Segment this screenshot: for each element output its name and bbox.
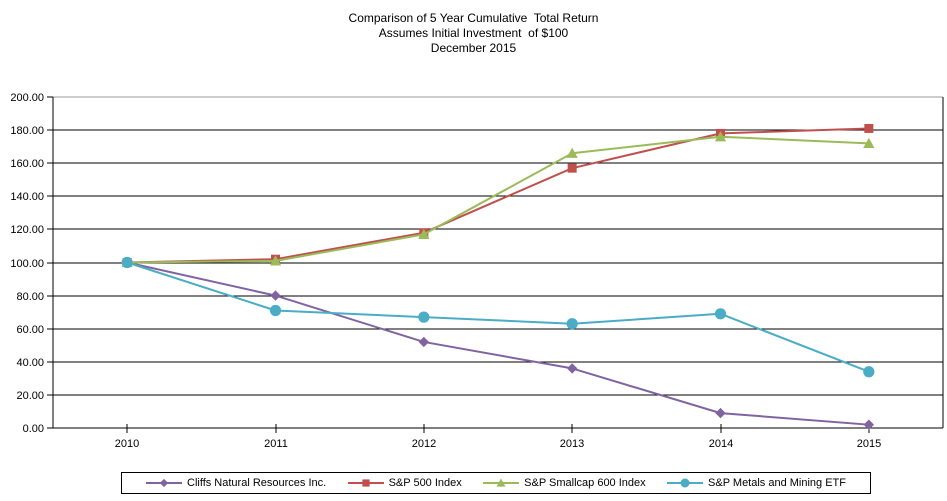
square-marker-icon [347, 479, 384, 487]
circle-data-point-marker [418, 311, 430, 323]
diamond-data-point-marker [159, 478, 169, 488]
legend-label: Cliffs Natural Resources Inc. [187, 477, 327, 489]
chart-legend: Cliffs Natural Resources Inc. S&P 500 Ind… [121, 472, 871, 494]
series-line [126, 261, 870, 373]
series-triangle [121, 131, 875, 268]
axes [47, 96, 944, 433]
series-line [126, 261, 869, 426]
series-square [122, 123, 874, 267]
y-tick-label: 40.00 [16, 357, 44, 369]
y-tick-label: 0.00 [23, 423, 44, 435]
diamond-data-point-marker [566, 363, 578, 374]
legend-label: S&P Metals and Mining ETF [708, 477, 846, 489]
series-line [127, 127, 869, 264]
triangle-data-point-marker [496, 478, 506, 487]
x-tick-label: 2011 [264, 438, 288, 450]
axis-labels: 0.00 20.00 40.00 60.00 80.00 100.00 120.00 140.… [10, 92, 881, 450]
y-tick-label: 100.00 [10, 258, 44, 270]
legend-label: S&P 500 Index [388, 477, 462, 489]
diamond-data-point-marker [863, 419, 875, 430]
legend-item: S&P 500 Index [347, 477, 462, 489]
series [121, 123, 875, 430]
series-diamond [121, 257, 875, 430]
gridlines [53, 96, 943, 429]
triangle-data-point-marker [566, 147, 578, 158]
y-tick-label: 180.00 [10, 125, 44, 137]
circle-data-point-marker [714, 308, 727, 320]
triangle-data-point-marker [863, 137, 875, 148]
y-tick-label: 200.00 [10, 92, 44, 104]
x-tick-label: 2014 [709, 438, 733, 450]
square-data-point-marker [567, 163, 577, 173]
x-tick-label: 2010 [115, 438, 139, 450]
chart-title: Comparison of 5 Year Cumulative Total Re… [0, 11, 947, 56]
circle-data-point-marker [863, 366, 875, 378]
chart-title-line1: Comparison of 5 Year Cumulative Total Re… [348, 11, 599, 25]
circle-data-point-marker [680, 478, 690, 488]
triangle-data-point-marker [269, 255, 282, 266]
y-tick-label: 80.00 [16, 291, 44, 303]
diamond-data-point-marker [270, 290, 281, 301]
y-tick-label: 60.00 [16, 324, 44, 336]
chart-title-line3: December 2015 [430, 41, 517, 55]
legend-item: S&P Metals and Mining ETF [667, 477, 846, 489]
y-tick-label: 120.00 [10, 224, 44, 236]
triangle-data-point-marker [714, 131, 727, 142]
legend-item: Cliffs Natural Resources Inc. [146, 477, 326, 489]
square-data-point-marker [361, 479, 370, 487]
y-tick-label: 20.00 [16, 390, 44, 402]
legend-item: S&P Smallcap 600 Index [483, 477, 646, 489]
square-data-point-marker [864, 123, 874, 133]
plot-area: 0.00 20.00 40.00 60.00 80.00 100.00 120.00 140.… [10, 92, 944, 450]
triangle-marker-icon [483, 478, 520, 487]
triangle-data-point-marker [418, 228, 430, 239]
legend-label: S&P Smallcap 600 Index [524, 477, 646, 489]
y-tick-label: 140.00 [10, 191, 44, 203]
series-line [127, 135, 869, 264]
circle-data-point-marker [566, 318, 578, 330]
chart-title-line2: Assumes Initial Investment of $100 [378, 26, 569, 40]
diamond-data-point-marker [715, 407, 726, 419]
circle-data-point-marker [269, 304, 282, 317]
x-tick-label: 2012 [412, 438, 436, 450]
x-tick-label: 2013 [560, 438, 584, 450]
y-tick-label: 160.00 [10, 158, 44, 170]
circle-marker-icon [667, 478, 704, 488]
x-tick-label: 2015 [857, 438, 881, 450]
diamond-data-point-marker [418, 336, 430, 348]
circle-data-point-marker [121, 256, 133, 269]
series-circle [121, 256, 875, 378]
diamond-marker-icon [146, 478, 182, 488]
